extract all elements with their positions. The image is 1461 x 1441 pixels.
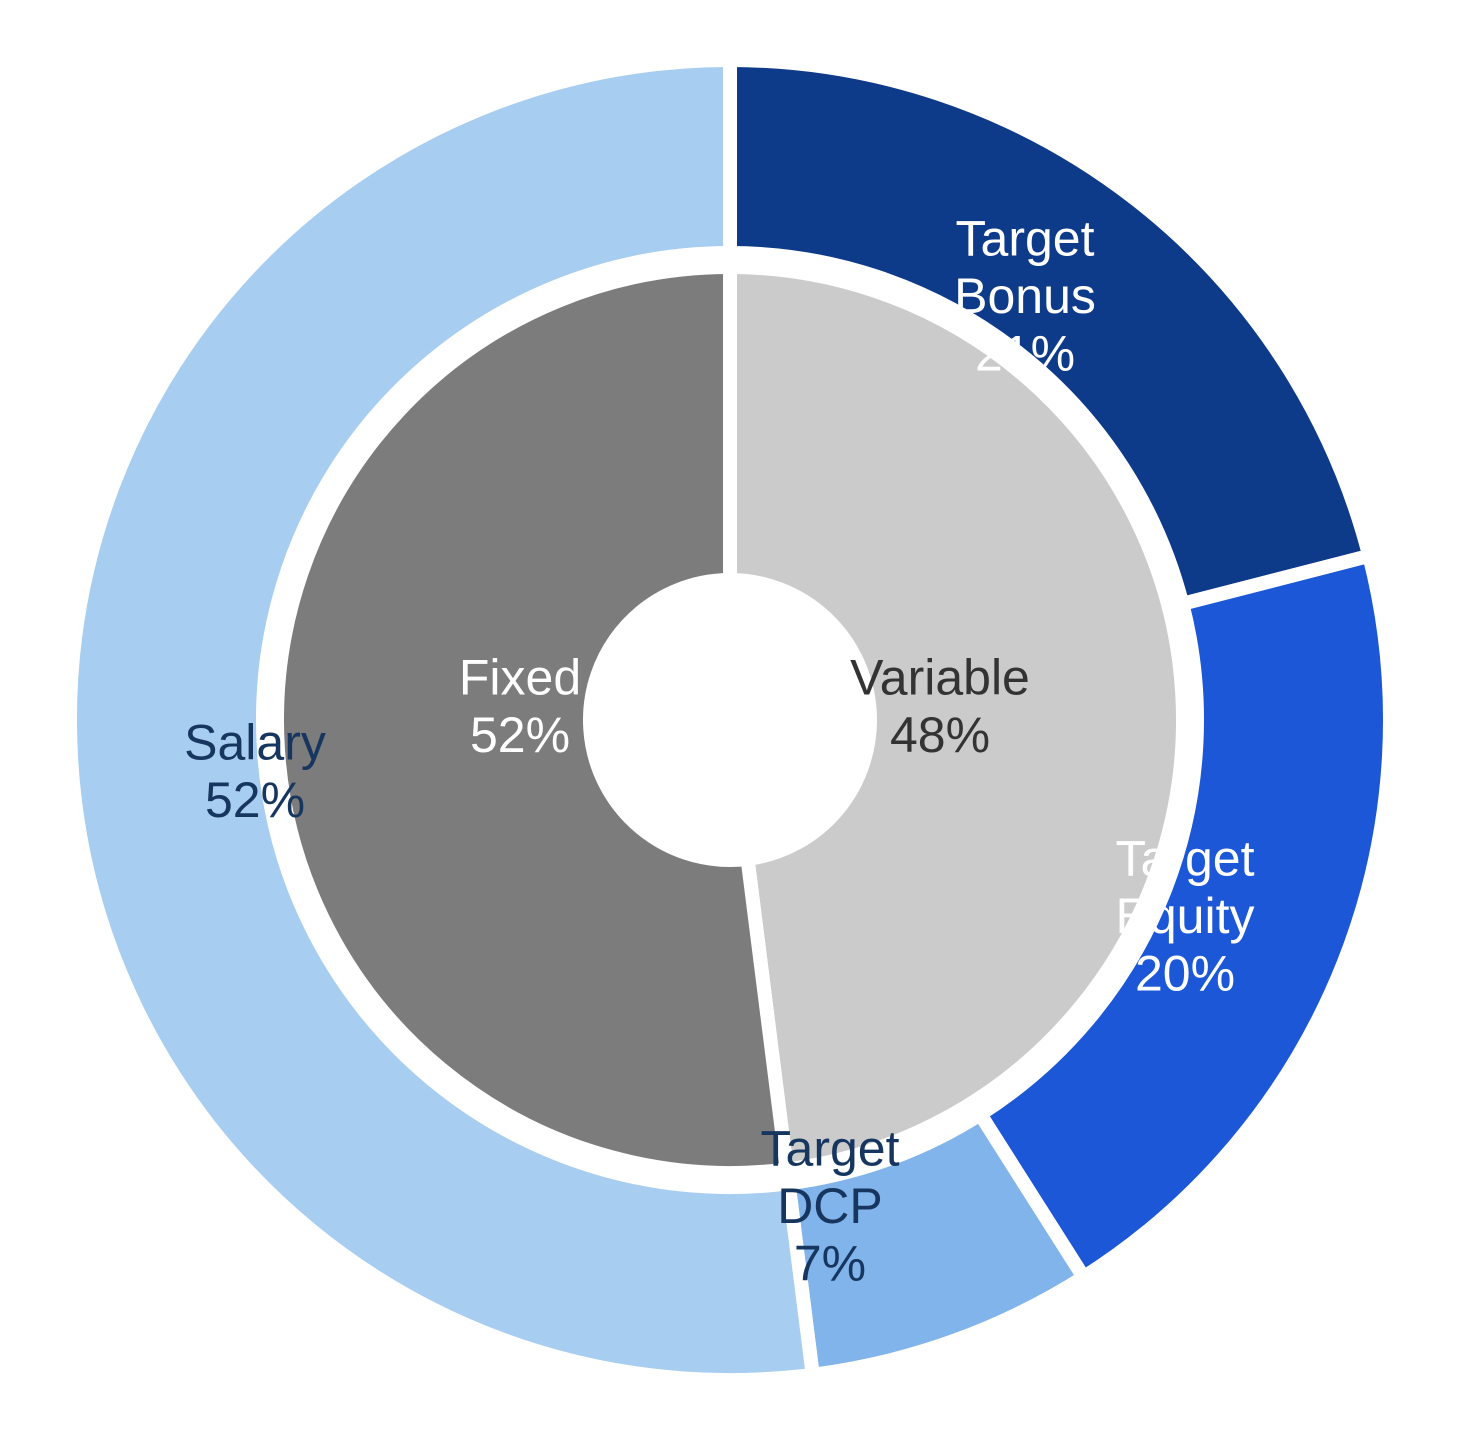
center-hole (590, 580, 870, 860)
outer-ring-label: Salary52% (184, 714, 326, 828)
inner-ring-label: Fixed52% (459, 649, 581, 763)
outer-ring-label: TargetEquity20% (1116, 831, 1255, 1002)
nested-donut-chart: TargetBonus21%TargetEquity20%TargetDCP7%… (0, 0, 1461, 1441)
outer-ring-label: TargetBonus21% (954, 211, 1096, 382)
